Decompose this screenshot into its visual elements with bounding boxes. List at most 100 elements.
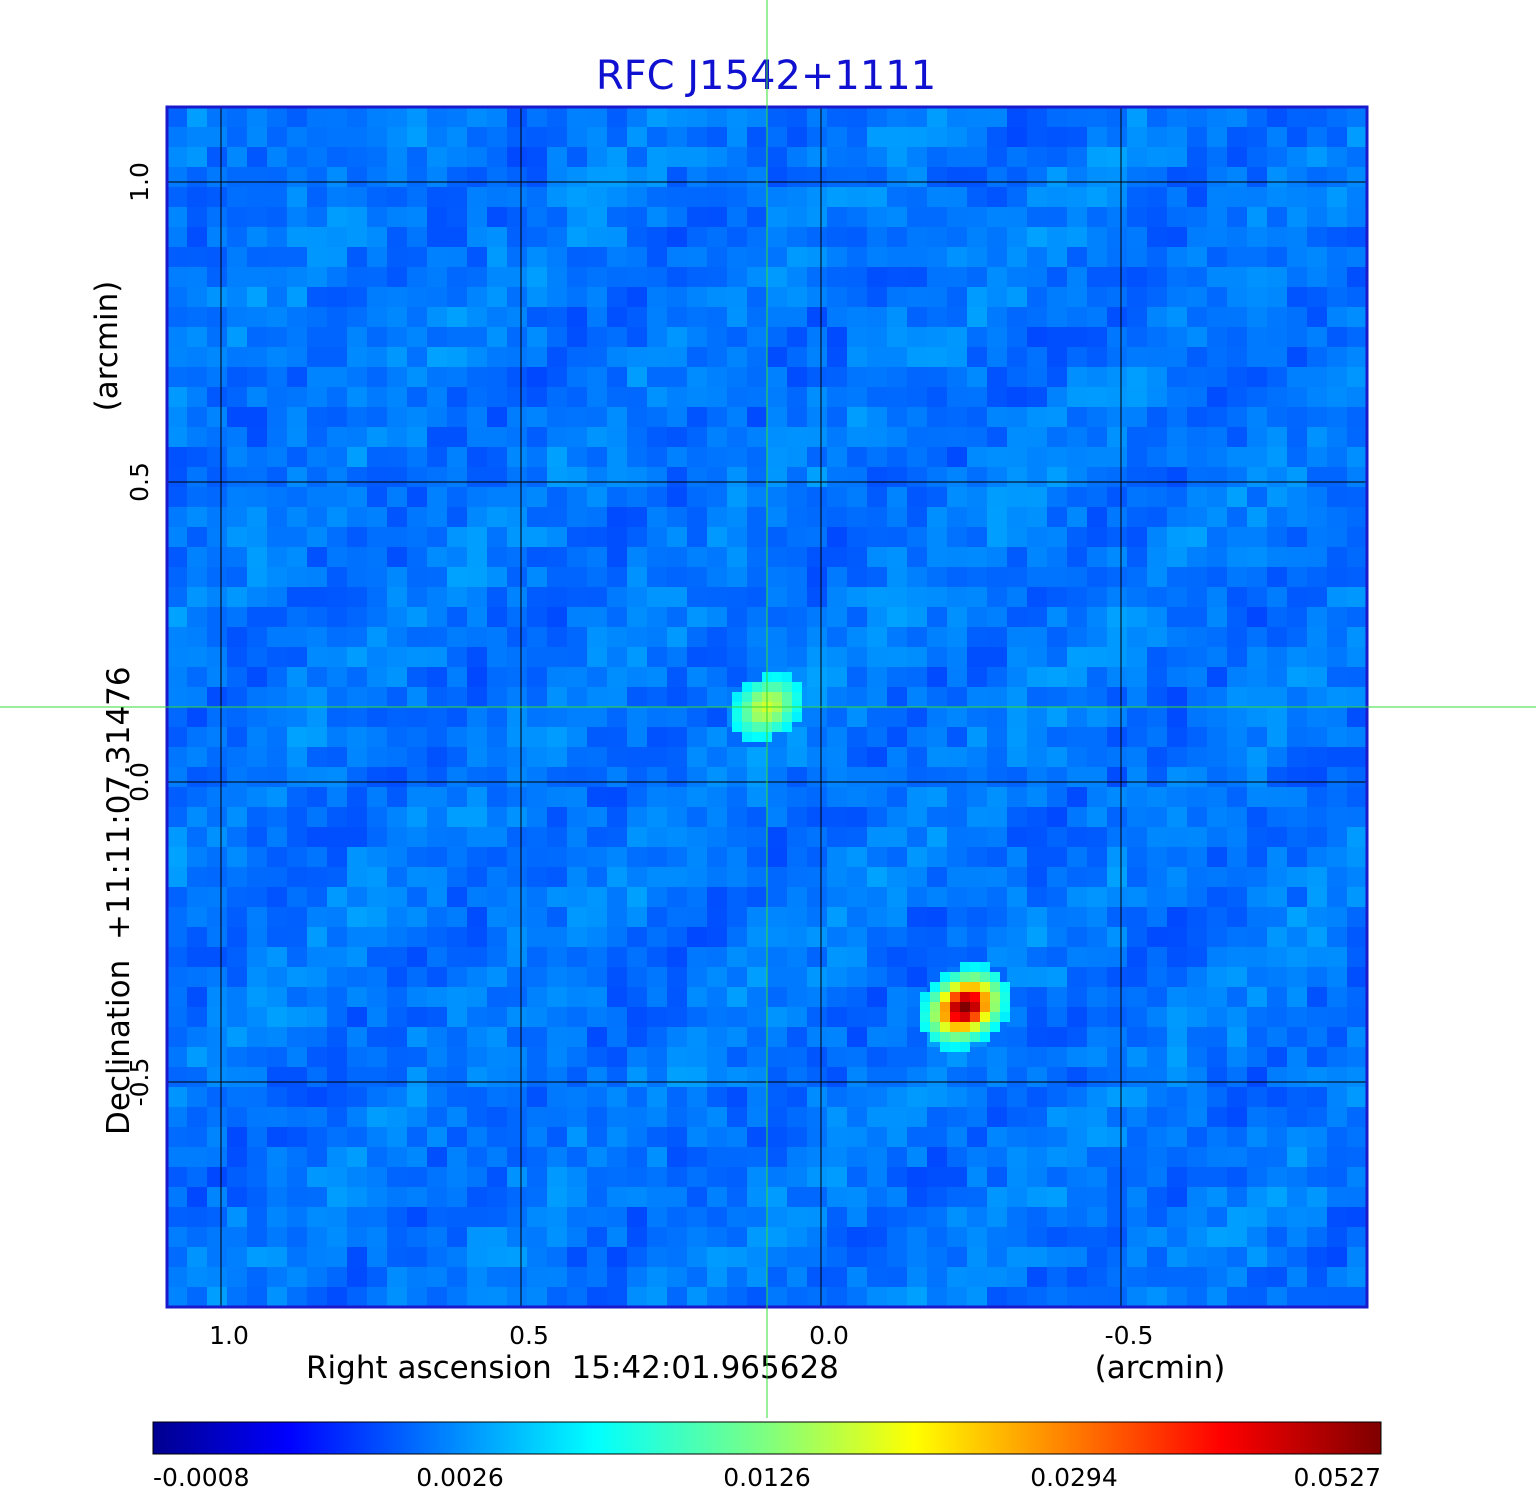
noise-cell [967,547,987,567]
noise-cell [587,987,607,1007]
noise-cell [327,547,347,567]
noise-cell [767,507,787,527]
noise-cell [607,1287,627,1307]
noise-cell [687,327,707,347]
noise-cell [667,1027,687,1047]
noise-cell [1047,927,1067,947]
noise-cell [1047,587,1067,607]
noise-cell [607,1067,627,1087]
noise-cell [667,1147,687,1167]
noise-cell [427,307,447,327]
radio-sources [732,672,1010,1052]
noise-cell [227,847,247,867]
noise-cell [607,627,627,647]
noise-cell [1167,507,1187,527]
noise-cell [547,427,567,447]
noise-cell [687,707,707,727]
noise-cell [1327,1027,1347,1047]
noise-cell [367,1087,387,1107]
noise-cell [327,147,347,167]
noise-cell [1327,347,1347,367]
noise-cell [567,347,587,367]
noise-cell [787,947,807,967]
noise-cell [307,1107,327,1127]
noise-cell [887,507,907,527]
noise-cell [167,747,187,767]
noise-cell [827,427,847,447]
noise-cell [1107,767,1127,787]
noise-cell [467,167,487,187]
noise-cell [687,687,707,707]
noise-cell [1147,427,1167,447]
noise-cell [367,1247,387,1267]
noise-cell [607,767,627,787]
noise-cell [427,1007,447,1027]
noise-cell [367,1147,387,1167]
noise-cell [547,647,567,667]
noise-cell [767,587,787,607]
colorbar-tick-label: -0.0008 [153,1463,250,1492]
noise-cell [1347,767,1367,787]
noise-cell [1247,267,1267,287]
noise-cell [347,407,367,427]
noise-cell [1227,1167,1247,1187]
noise-cell [1067,1027,1087,1047]
noise-cell [367,447,387,467]
noise-cell [787,1287,807,1307]
noise-cell [667,827,687,847]
x-tick-labels: 1.0 0.5 0.0 -0.5 [209,1321,1153,1350]
noise-cell [347,287,367,307]
noise-cell [187,1287,207,1307]
noise-cell [1307,667,1327,687]
noise-cell [847,507,867,527]
noise-cell [727,887,747,907]
noise-cell [987,867,1007,887]
noise-cell [1107,1087,1127,1107]
noise-cell [427,987,447,1007]
noise-cell [647,1227,667,1247]
noise-cell [1307,107,1327,127]
noise-cell [707,767,727,787]
noise-cell [847,1227,867,1247]
noise-cell [187,727,207,747]
noise-cell [1267,327,1287,347]
noise-cell [227,347,247,367]
noise-cell [1327,107,1347,127]
noise-cell [1207,1247,1227,1267]
noise-cell [787,1127,807,1147]
noise-cell [347,367,367,387]
noise-cell [1207,867,1227,887]
noise-cell [1227,847,1247,867]
noise-cell [1347,147,1367,167]
noise-cell [1207,527,1227,547]
noise-cell [687,1187,707,1207]
noise-cell [587,667,607,687]
noise-cell [1267,787,1287,807]
noise-cell [567,1247,587,1267]
noise-cell [167,207,187,227]
noise-cell [227,707,247,727]
noise-cell [1307,1067,1327,1087]
noise-cell [427,587,447,607]
noise-cell [387,247,407,267]
noise-cell [767,407,787,427]
noise-cell [1307,447,1327,467]
noise-cell [307,647,327,667]
noise-cell [487,427,507,447]
noise-cell [687,807,707,827]
noise-cell [507,1007,527,1027]
noise-cell [227,207,247,227]
noise-cell [1127,1127,1147,1147]
noise-cell [1147,847,1167,867]
noise-cell [1327,187,1347,207]
noise-cell [647,847,667,867]
y-axis-label: Declination +11:11:07.31476 [101,666,137,1135]
noise-cell [747,287,767,307]
noise-cell [407,787,427,807]
noise-cell [627,527,647,547]
source-pixel [970,1022,980,1032]
noise-cell [1227,787,1247,807]
noise-cell [647,487,667,507]
noise-cell [667,147,687,167]
noise-cell [507,107,527,127]
